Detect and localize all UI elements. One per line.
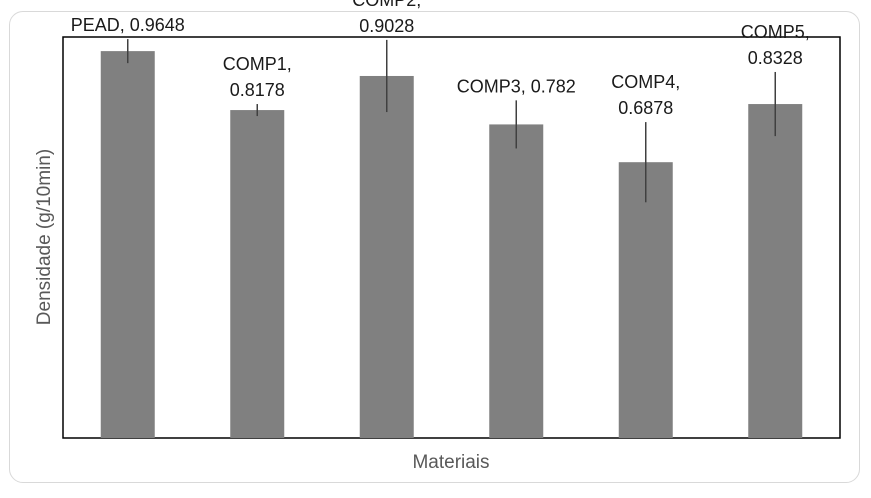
data-label-comp2: COMP2, bbox=[352, 0, 421, 10]
data-label-comp1: COMP1, bbox=[223, 54, 292, 74]
bar-comp4 bbox=[618, 162, 673, 438]
error-bars-group bbox=[127, 39, 776, 203]
bars-group bbox=[100, 51, 803, 439]
bar-comp5 bbox=[748, 104, 803, 438]
data-label-comp4: 0.6878 bbox=[618, 98, 673, 118]
data-label-comp3: COMP3, 0.782 bbox=[457, 76, 576, 96]
data-label-pead: PEAD, 0.9648 bbox=[71, 15, 185, 35]
data-label-comp1: 0.8178 bbox=[230, 80, 285, 100]
bar-pead bbox=[100, 51, 155, 438]
x-axis-title: Materiais bbox=[412, 452, 489, 473]
bar-comp3 bbox=[489, 124, 544, 438]
plot-area bbox=[62, 36, 841, 439]
data-label-comp4: COMP4, bbox=[611, 72, 680, 92]
bar-comp1 bbox=[230, 110, 285, 439]
data-labels-group: PEAD, 0.9648 COMP1, 0.8178 COMP2, 0.9028 COMP… bbox=[71, 0, 810, 118]
y-axis-title: Densidade (g/10min) bbox=[34, 149, 55, 325]
data-label-comp5: COMP5, bbox=[741, 22, 810, 42]
data-label-comp2: 0.9028 bbox=[359, 16, 414, 36]
bar-comp2 bbox=[359, 75, 414, 438]
data-label-comp5: 0.8328 bbox=[748, 48, 803, 68]
